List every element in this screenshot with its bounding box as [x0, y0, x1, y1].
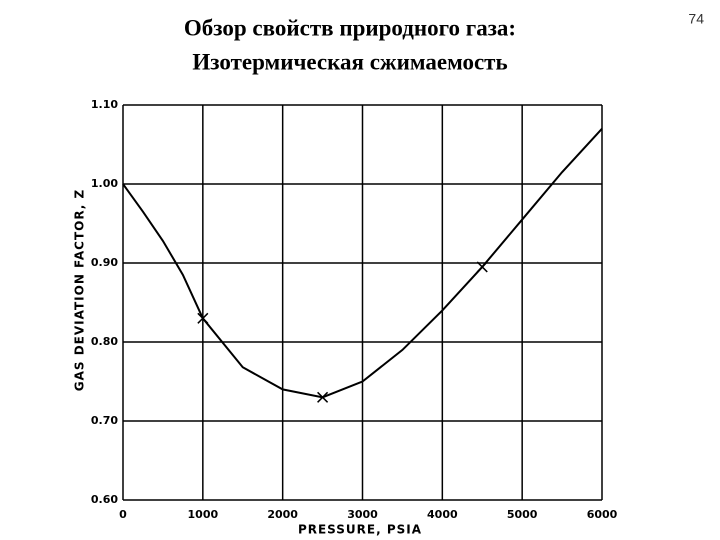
- y-tick-label: 0.70: [91, 414, 118, 427]
- y-tick-label: 1.00: [91, 177, 118, 190]
- y-axis-label: GAS DEVIATION FACTOR, Z: [73, 189, 87, 392]
- slide-subtitle: Изотермическая сжимаемость: [192, 49, 507, 74]
- y-tick-label: 0.90: [91, 256, 118, 269]
- y-tick-label: 1.10: [91, 98, 118, 111]
- x-tick-label: 2000: [267, 508, 298, 521]
- y-tick-label: 0.60: [91, 493, 118, 506]
- x-tick-label: 3000: [347, 508, 378, 521]
- slide-title: Обзор свойств природного газа:: [184, 15, 516, 40]
- point-marker: [476, 261, 488, 273]
- x-tick-label: 6000: [587, 508, 618, 521]
- x-tick-label: 1000: [188, 508, 219, 521]
- point-marker: [197, 312, 209, 324]
- point-marker: [317, 391, 329, 403]
- x-tick-label: 5000: [507, 508, 538, 521]
- x-tick-label: 4000: [427, 508, 458, 521]
- x-axis-label: PRESSURE, PSIA: [298, 523, 422, 537]
- y-tick-label: 0.80: [91, 335, 118, 348]
- page-number: 74: [688, 11, 704, 27]
- x-tick-label: 0: [119, 508, 127, 521]
